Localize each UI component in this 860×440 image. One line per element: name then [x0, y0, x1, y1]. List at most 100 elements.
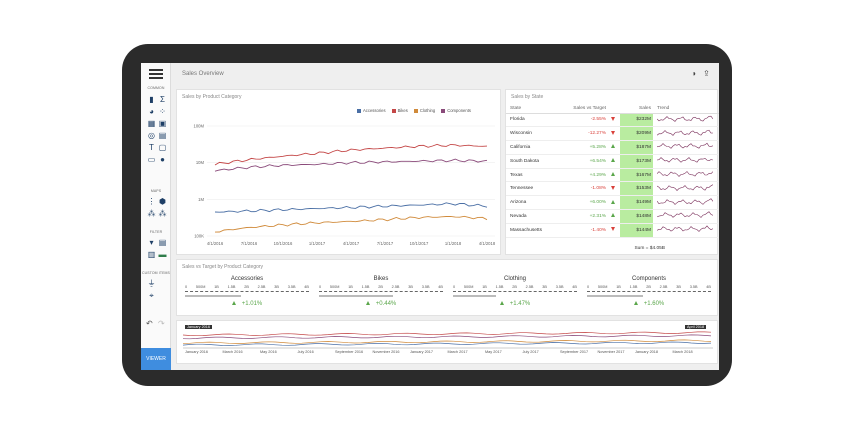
custom-icon[interactable]: ⏚	[147, 279, 156, 288]
series-line-accessories[interactable]	[214, 202, 488, 213]
table-row[interactable]: Massachusetts -1.40% $144M	[506, 223, 719, 238]
pie-map-icon[interactable]: ⁂	[147, 209, 156, 218]
gauge-tick-label: 1.5B	[361, 285, 370, 289]
range-tick-label: November 2017	[597, 350, 625, 354]
range-tick-label: September 2017	[560, 350, 589, 354]
gauge-tick-label: 4B	[706, 285, 711, 289]
gauge-delta: +1.47%	[453, 301, 577, 307]
trend-sparkline	[656, 184, 714, 191]
bubble-map-icon[interactable]: ⬢	[159, 197, 166, 206]
table-row[interactable]: Nevada +2.31% $148M	[506, 209, 719, 224]
card-icon[interactable]: ▢	[158, 143, 167, 152]
gauge-delta: +1.60%	[587, 301, 711, 307]
col-header-vs-target[interactable]: Sales vs Target	[562, 104, 606, 114]
sales-cell: $209M	[620, 126, 653, 142]
delta-cell: -1.40%	[562, 223, 606, 238]
gauge-tick-label: 4B	[438, 285, 443, 289]
sales-cell: $148M	[620, 209, 653, 224]
arrow-up-icon	[231, 301, 236, 305]
arrow-down-icon	[611, 130, 615, 135]
table-row[interactable]: Tennessee -1.08% $153M	[506, 181, 719, 197]
state-cell: Florida	[506, 113, 562, 128]
bullet-gauge-bikes[interactable]: Bikes 0 500M 1B 1.5B 2B 2.5B 3B 3.5B 4B +0.44%	[319, 276, 443, 312]
gauge-fill	[185, 295, 241, 297]
sales-cell: $167M	[620, 168, 653, 183]
series-line-clothing[interactable]	[214, 215, 488, 233]
bullet-gauge-clothing[interactable]: Clothing 0 500M 1B 1.5B 2B 2.5B 3B 3.5B 4B +1.47%	[453, 276, 577, 312]
bar-chart-icon[interactable]: ▮	[149, 95, 154, 104]
gauge-icon[interactable]: ◎	[148, 131, 155, 140]
undo-icon[interactable]: ↶	[146, 319, 153, 328]
arrow-down-icon	[611, 227, 615, 232]
arrow-up-icon	[499, 301, 504, 305]
scatter-icon[interactable]: ⁘	[159, 107, 166, 116]
gauge-scale: 0 500M 1B 1.5B 2B 2.5B 3B 3.5B 4B	[319, 285, 443, 289]
delta-cell: -12.27%	[562, 126, 606, 142]
funnel-icon[interactable]: ▬	[158, 250, 167, 259]
col-header-sales[interactable]: Sales	[620, 104, 653, 114]
col-header-trend[interactable]: Trend	[653, 104, 719, 114]
date-range-panel: January 2016 April 2018 January 2016 Marc…	[176, 320, 718, 364]
gauge-scale: 0 500M 1B 1.5B 2B 2.5B 3B 3.5B 4B	[587, 285, 711, 289]
y-tick-label: 1M	[198, 197, 204, 202]
choropleth-icon[interactable]: ⋮	[147, 197, 156, 206]
table-row[interactable]: South Dakota +6.54% $173M	[506, 154, 719, 169]
bullet-gauge-components[interactable]: Components 0 500M 1B 1.5B 2B 2.5B 3B 3.5B 4B +1.60…	[587, 276, 711, 312]
list-box-icon[interactable]: ▾	[149, 238, 154, 247]
trend-sparkline	[656, 143, 714, 150]
col-header-state[interactable]: State	[506, 104, 562, 114]
treemap-icon[interactable]: ▦	[147, 119, 156, 128]
legend-item-accessories[interactable]: Accessories	[357, 108, 386, 113]
gauge-tick-label: 2.5B	[391, 285, 400, 289]
chart-legend: Accessories Bikes Clothing Components	[357, 108, 471, 113]
redo-icon[interactable]: ↷	[158, 319, 165, 328]
sigma-icon[interactable]: Σ	[160, 95, 165, 104]
date-filter-icon[interactable]: ▤	[158, 238, 167, 247]
trend-sparkline	[656, 171, 714, 177]
gauge-delta: +1.01%	[185, 301, 309, 307]
map-pin-icon[interactable]: ⌖	[149, 290, 154, 300]
x-tick-label: 1/1/2018	[445, 241, 462, 246]
gauge-fill	[453, 295, 497, 297]
legend-item-bikes[interactable]: Bikes	[391, 108, 408, 113]
gauge-tick-label: 500M	[463, 285, 474, 289]
combo-box-icon[interactable]: ⁂	[158, 209, 167, 218]
gauge-tick-label: 4B	[572, 285, 577, 289]
table-row[interactable]: Wisconsin -12.27% $209M	[506, 126, 719, 142]
table-row[interactable]: Texas +4.29% $167M	[506, 168, 719, 183]
frame-icon[interactable]: ▭	[147, 155, 156, 164]
table-row[interactable]: Arizona +6.00% $149M	[506, 195, 719, 211]
trend-sparkline	[656, 197, 714, 205]
gauge-fill	[319, 295, 394, 297]
legend-item-clothing[interactable]: Clothing	[413, 108, 435, 113]
range-tick-label: May 2017	[485, 350, 502, 354]
series-line-components[interactable]	[214, 158, 488, 172]
legend-item-components[interactable]: Components	[441, 108, 471, 113]
bullet-gauge-accessories[interactable]: Accessories 0 500M 1B 1.5B 2B 2.5B 3B 3.5B 4B +1.0…	[185, 276, 309, 312]
text-icon[interactable]: T	[149, 143, 154, 152]
gauge-tick-label: 3B	[408, 285, 413, 289]
export-icon[interactable]: ⇪	[703, 69, 710, 78]
range-tick-label: March 2018	[672, 350, 693, 354]
gauge-tick-label: 3.5B	[421, 285, 430, 289]
table-row[interactable]: Florida -2.55% $232M	[506, 113, 719, 128]
panel-title: Sales vs Target by Product Category	[182, 264, 264, 270]
grid-icon[interactable]: ▤	[158, 131, 167, 140]
palette-icon[interactable]: ◑	[691, 69, 696, 78]
pie-chart-icon[interactable]: ◕	[149, 107, 154, 116]
series-line-bikes[interactable]	[214, 143, 488, 166]
gauge-title: Clothing	[503, 276, 526, 282]
range-filter-chart[interactable]	[177, 321, 719, 365]
delta-cell: +6.54%	[562, 154, 606, 169]
range-filter-icon[interactable]: ▥	[147, 250, 156, 259]
delta-cell: +4.29%	[562, 168, 606, 183]
viewer-button[interactable]: VIEWER	[141, 348, 171, 370]
gauge-track	[185, 291, 309, 294]
table-row[interactable]: California +5.28% $187M	[506, 140, 719, 155]
section-label-maps: MAPS	[150, 189, 162, 193]
hamburger-menu-icon[interactable]	[149, 69, 163, 79]
gauge-tick-label: 2.5B	[257, 285, 266, 289]
image-icon[interactable]: ▣	[158, 119, 167, 128]
geo-point-icon[interactable]: ●	[160, 155, 165, 164]
